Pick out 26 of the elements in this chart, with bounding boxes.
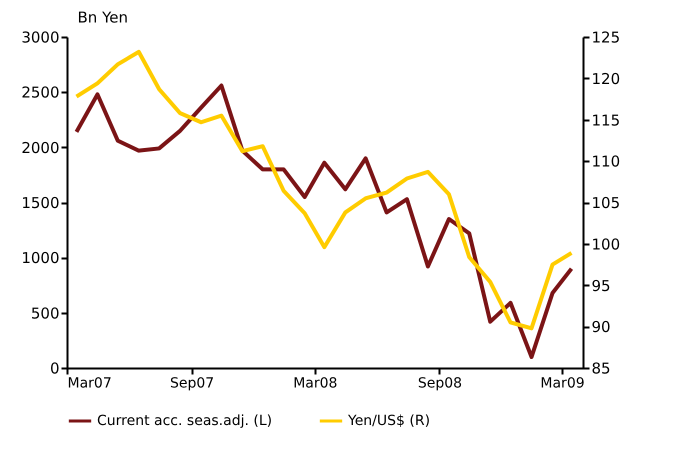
y-tick-label: 2500 — [21, 84, 60, 102]
x-tick-label: Mar08 — [293, 376, 338, 392]
y2-tick-label: 100 — [592, 235, 620, 254]
y-tick-label: 1500 — [21, 194, 60, 212]
x-tick-label: Sep07 — [170, 376, 214, 392]
x-tick-label: Mar07 — [68, 376, 112, 392]
x-tick-label: Sep08 — [418, 376, 462, 392]
y2-tick-label: 120 — [592, 70, 620, 88]
y2-tick-label: 110 — [592, 152, 620, 171]
y2-tick-label: 115 — [592, 111, 620, 130]
line-series — [74, 50, 574, 330]
y-tick-label: 500 — [30, 304, 60, 322]
y-tick-label: 0 — [50, 360, 60, 378]
x-tick-label: Mar09 — [540, 376, 585, 392]
y2-tick-label: 105 — [592, 194, 620, 212]
line-series — [74, 84, 574, 359]
y2-tick-label: 95 — [592, 276, 611, 295]
y-tick-label: 1000 — [21, 249, 60, 268]
legend-label: Current acc. seas.adj. (L) — [97, 413, 272, 429]
y-tick-label: 3000 — [21, 28, 60, 46]
legend-label: Yen/US$ (R) — [347, 413, 430, 429]
y-axis-title: Bn Yen — [78, 8, 128, 26]
y2-tick-label: 85 — [592, 360, 611, 378]
y-tick-label: 2000 — [21, 138, 60, 157]
y2-tick-label: 90 — [592, 318, 611, 336]
y2-tick-label: 125 — [592, 28, 620, 46]
